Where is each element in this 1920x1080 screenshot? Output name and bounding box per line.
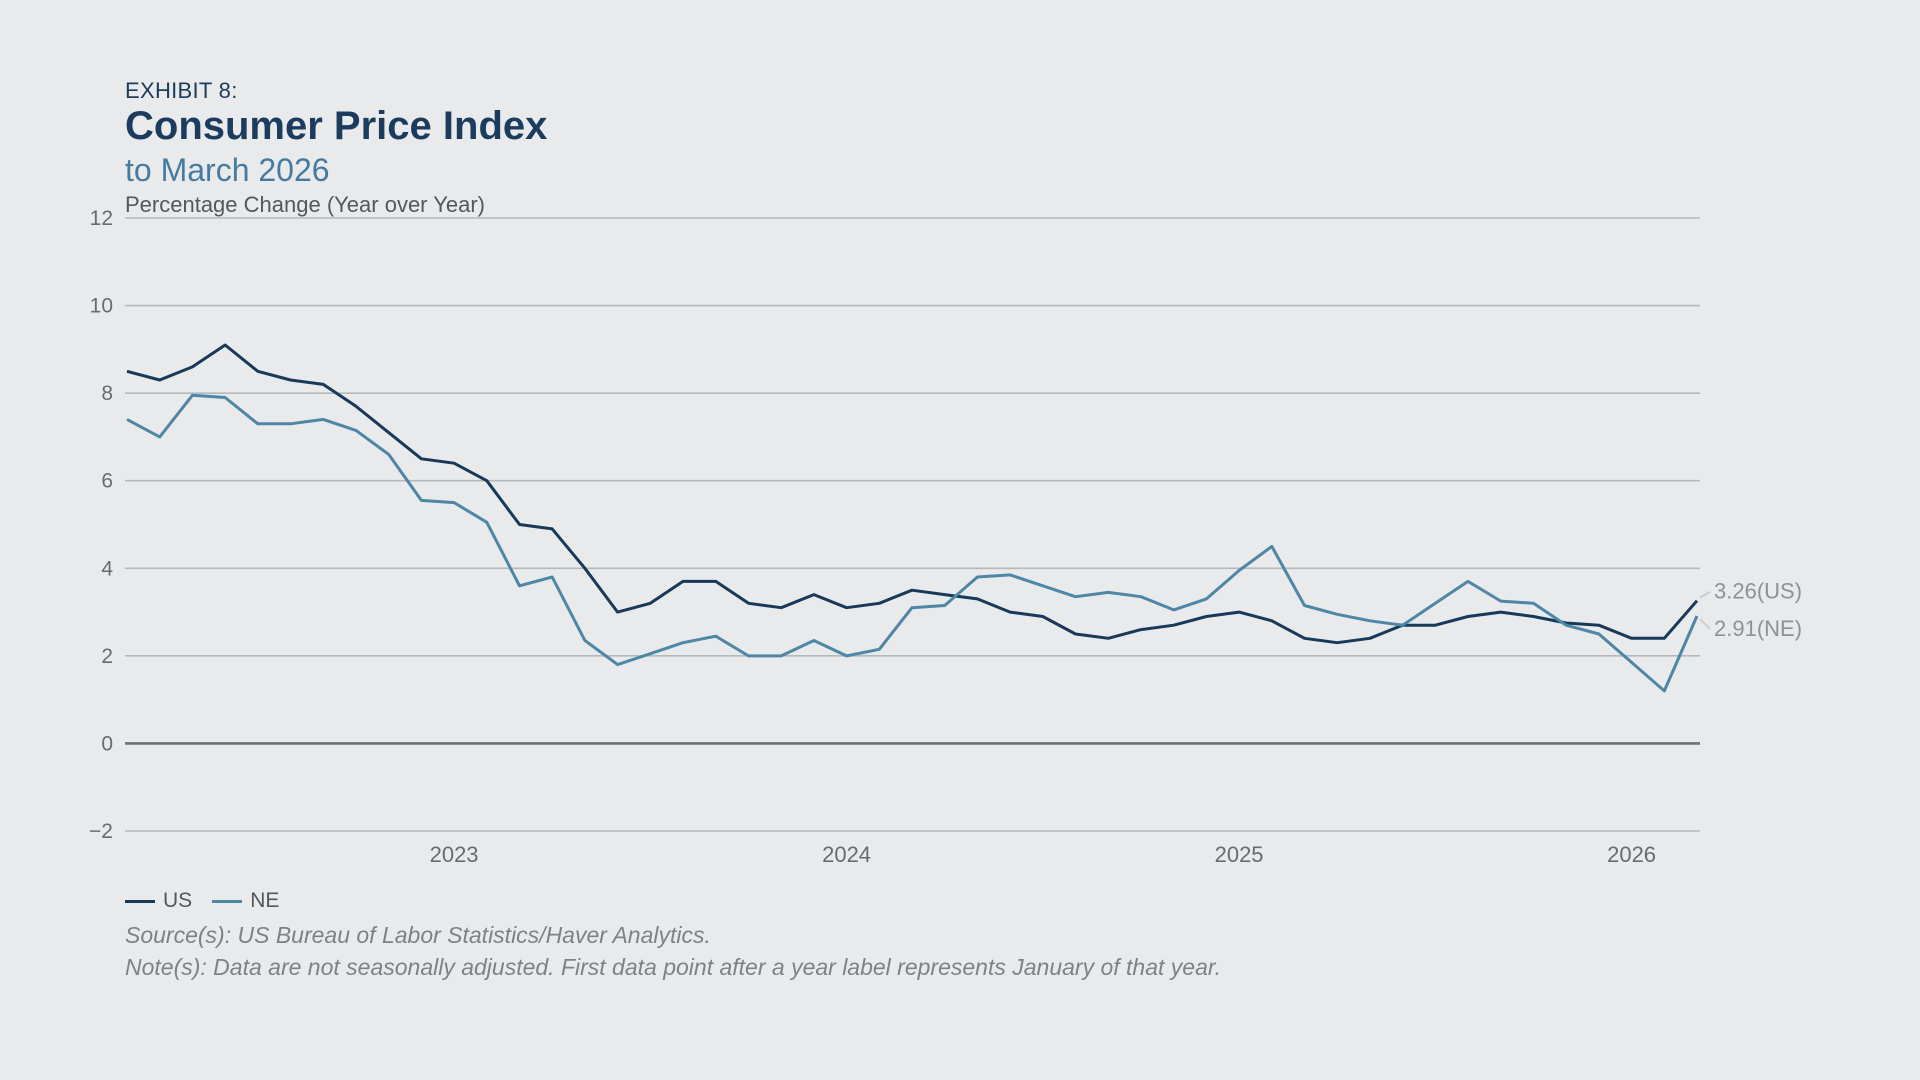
y-tick-label: 10 [90,295,113,318]
y-tick-label: 4 [101,557,113,580]
end-label-ne: 2.91(NE) [1714,616,1802,641]
page-title: Consumer Price Index [125,104,548,148]
y-axis-caption: Percentage Change (Year over Year) [125,192,485,217]
note-text: Note(s): Data are not seasonally adjuste… [125,954,1222,980]
x-tick-label: 2024 [822,842,871,867]
ne-line-swatch [212,899,243,903]
end-label-us: 3.26(US) [1714,579,1802,604]
end-label-leader [1699,618,1711,630]
chart-legend: US NE [125,889,279,913]
us-line [126,343,1699,645]
ne-line [126,393,1699,693]
x-tick-label: 2025 [1215,842,1264,867]
legend-label-us: US [163,889,193,912]
y-tick-label: 2 [101,645,113,668]
source-text: Source(s): US Bureau of Labor Statistics… [125,922,711,948]
chart-subtitle: to March 2026 [125,152,330,188]
y-tick-label: 8 [101,382,113,405]
y-tick-label: 6 [101,470,113,493]
x-tick-label: 2023 [430,842,479,867]
legend-item-us: US [125,889,192,913]
legend-label-ne: NE [250,889,280,912]
y-tick-label: 0 [101,732,113,755]
legend-item-ne: NE [212,889,279,913]
x-tick-label: 2026 [1607,842,1656,867]
exhibit-label: EXHIBIT 8: [125,78,238,103]
end-label-leader [1699,591,1711,599]
y-tick-label: −2 [89,820,113,843]
us-line-swatch [125,899,155,903]
y-tick-label: 12 [90,207,113,230]
